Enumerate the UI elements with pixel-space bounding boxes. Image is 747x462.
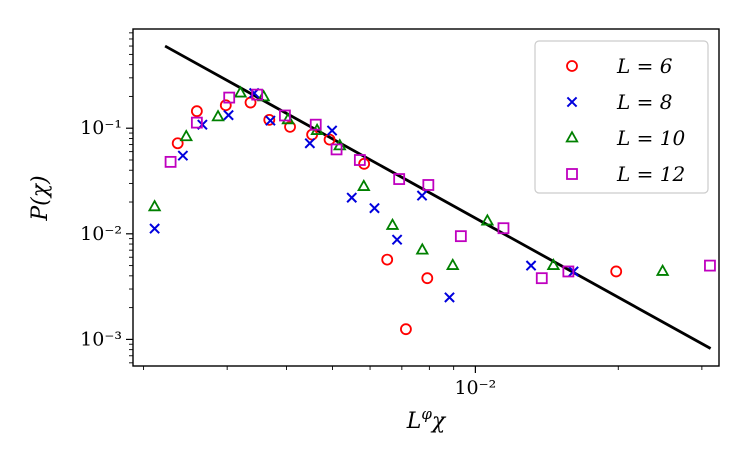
data-point [223, 109, 234, 121]
data-point [263, 113, 276, 126]
data-point [415, 242, 430, 255]
y-tick-label: 10⁻² [80, 223, 122, 245]
data-point [223, 91, 236, 104]
data-point [480, 213, 495, 226]
data-point [219, 99, 232, 112]
y-axis-label: P(χ) [28, 175, 53, 221]
data-point [535, 272, 548, 285]
data-point [655, 263, 670, 276]
legend-label: L = 8 [616, 90, 672, 114]
data-point [546, 257, 561, 270]
legend-marker [566, 168, 578, 180]
data-point [391, 234, 403, 245]
data-point [610, 265, 623, 278]
y-tick-label: 10⁻³ [80, 328, 122, 350]
data-point [265, 115, 276, 126]
data-point [190, 116, 203, 129]
data-point [149, 223, 160, 234]
legend-marker [565, 130, 579, 143]
data-point [323, 133, 336, 146]
data-point [381, 253, 394, 266]
data-point [400, 323, 412, 336]
data-point [421, 272, 434, 285]
series-3 [164, 88, 716, 285]
data-point [233, 85, 248, 98]
data-point [284, 120, 296, 133]
data-point [179, 129, 194, 142]
legend: L = 6 L = 8 L = 10 L = 12 [534, 40, 709, 194]
legend-label: L = 12 [616, 162, 685, 186]
data-point [309, 118, 322, 131]
y-tick-label: 10⁻¹ [80, 117, 122, 139]
data-point [326, 125, 338, 136]
fit-line-layer [164, 44, 712, 350]
data-point [353, 154, 366, 166]
legend-marker [566, 60, 578, 72]
data-point [171, 137, 184, 150]
data-point [562, 265, 575, 278]
legend-marker [566, 96, 578, 108]
data-point [416, 190, 428, 201]
data-point [211, 109, 225, 122]
series-1 [149, 87, 579, 303]
data-point [256, 89, 271, 102]
axis-ticks: 10⁻³ 10⁻² 10⁻¹ 10⁻² [80, 32, 703, 399]
data-point [385, 217, 400, 230]
data-point [704, 259, 716, 272]
data-point [454, 230, 467, 243]
x-axis-label: Lφχ [406, 405, 447, 434]
data-point [164, 155, 177, 168]
data-point [422, 179, 435, 191]
data-point [444, 292, 455, 303]
data-point [346, 192, 358, 203]
data-point [357, 178, 371, 191]
data-point [251, 88, 264, 101]
data-point [304, 137, 316, 149]
data-point [279, 109, 291, 122]
legend-box [534, 40, 709, 194]
plot-frame [132, 28, 720, 367]
data-points-layer [147, 85, 716, 336]
data-point [525, 260, 537, 271]
data-point [497, 222, 510, 235]
data-point [147, 199, 162, 212]
data-point [330, 143, 343, 156]
power-law-fit-line [164, 44, 712, 350]
data-point [190, 105, 203, 118]
data-point [393, 173, 406, 185]
data-point [177, 150, 189, 161]
legend-label: L = 10 [616, 126, 685, 150]
series-0 [171, 96, 623, 336]
legend-label: L = 6 [616, 54, 673, 78]
x-tick-label: 10⁻² [454, 377, 496, 399]
data-point [445, 257, 460, 270]
data-point [369, 202, 380, 214]
